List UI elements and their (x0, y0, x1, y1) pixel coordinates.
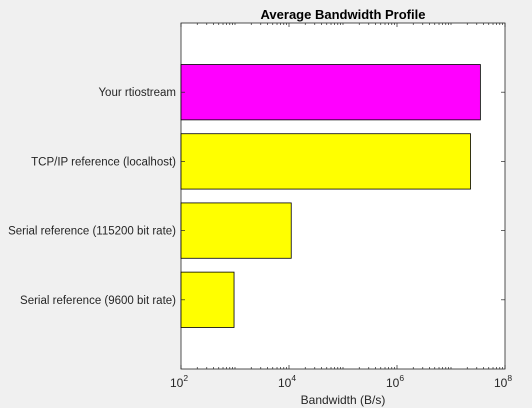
x-tick-label: 102 (170, 373, 188, 390)
bar (180, 202, 292, 259)
bar (180, 133, 471, 190)
category-labels: Your rtiostream TCP/IP reference (localho… (8, 87, 176, 307)
bar (180, 64, 481, 121)
chart-title: Average Bandwidth Profile (261, 7, 426, 22)
category-label: Your rtiostream (98, 87, 176, 99)
x-tick-label: 108 (494, 373, 512, 390)
category-label: TCP/IP reference (localhost) (31, 156, 176, 168)
category-label: Serial reference (115200 bit rate) (8, 226, 176, 238)
x-tick-labels: 102 104 106 108 (170, 373, 512, 390)
category-label: Serial reference (9600 bit rate) (20, 295, 176, 307)
bar (180, 271, 235, 328)
bars (180, 64, 481, 328)
x-axis-label: Bandwidth (B/s) (301, 393, 386, 407)
x-tick-label: 104 (278, 373, 296, 390)
x-tick-label: 106 (386, 373, 404, 390)
axis-ticks (180, 23, 506, 369)
